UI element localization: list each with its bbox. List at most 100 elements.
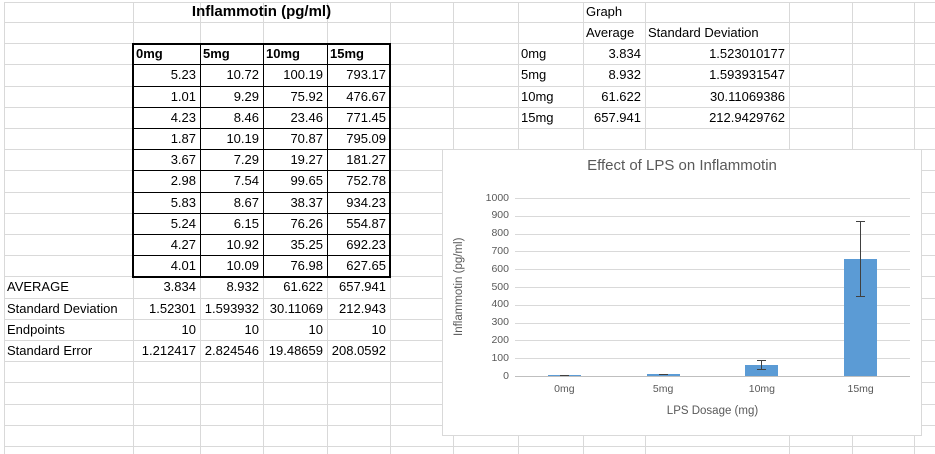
cell-A15[interactable]: Standard Deviation [7, 300, 118, 316]
cell-D4[interactable]: 100.19 [283, 67, 323, 83]
cell-C3[interactable]: 5mg [203, 46, 230, 62]
cell-B15[interactable]: 1.52301 [149, 300, 196, 316]
bar-5mg[interactable] [646, 374, 680, 376]
cell-D11[interactable]: 76.26 [290, 215, 323, 231]
main-table-inner-hline [134, 191, 389, 193]
cell-E3[interactable]: 15mg [330, 46, 364, 62]
cell-C9[interactable]: 7.54 [233, 173, 259, 189]
cell-E10[interactable]: 934.23 [346, 194, 386, 210]
cell-A17[interactable]: Standard Error [7, 343, 93, 358]
error-bar-cap-bottom-10mg [757, 369, 767, 371]
main-table-outer-border [132, 42, 391, 278]
cell-D16[interactable]: 10 [308, 321, 323, 337]
cell-E5[interactable]: 476.67 [346, 88, 386, 104]
cell-B11[interactable]: 5.24 [170, 215, 196, 231]
cell-B17[interactable]: 1.212417 [141, 343, 196, 358]
cell-D15[interactable]: 30.11069 [269, 300, 323, 316]
main-table-inner-vline [200, 44, 201, 276]
cell-J5[interactable]: 30.11069386 [710, 88, 785, 104]
cell-C13[interactable]: 10.09 [226, 258, 259, 274]
cell-H4[interactable]: 5mg [521, 67, 547, 83]
gridline-col [4, 2, 5, 454]
cell-D9[interactable]: 99.65 [290, 173, 323, 189]
cell-E13[interactable]: 627.65 [346, 258, 386, 274]
cell-E15[interactable]: 212.943 [339, 300, 386, 316]
cell-D8[interactable]: 19.27 [290, 152, 323, 168]
gridline-row [4, 2, 935, 3]
cell-E4[interactable]: 793.17 [346, 67, 386, 83]
cell-J2[interactable]: Standard Deviation [648, 25, 759, 40]
cell-C11[interactable]: 6.15 [233, 215, 259, 231]
cell-B16[interactable]: 10 [181, 321, 196, 337]
cell-I2[interactable]: Average [586, 25, 635, 40]
cell-D3[interactable]: 10mg [266, 46, 300, 62]
main-table-inner-hline [134, 85, 389, 87]
cell-H5[interactable]: 10mg [521, 88, 554, 104]
main-table-inner-vline [327, 44, 328, 276]
cell-B9[interactable]: 2.98 [170, 173, 196, 189]
cell-D12[interactable]: 35.25 [290, 237, 323, 252]
cell-C12[interactable]: 10.92 [226, 237, 259, 252]
cell-E17[interactable]: 208.0592 [331, 343, 386, 358]
y-axis-tick-label: 600 [491, 262, 509, 275]
cell-B5[interactable]: 1.01 [170, 88, 196, 104]
cell-I6[interactable]: 657.941 [594, 109, 641, 125]
cell-I3[interactable]: 3.834 [608, 46, 641, 62]
cell-D6[interactable]: 23.46 [290, 109, 323, 125]
cell-C16[interactable]: 10 [244, 321, 259, 337]
chart-x-axis-title: LPS Dosage (mg) [666, 405, 759, 417]
cell-C5[interactable]: 9.29 [233, 88, 259, 104]
cell-B8[interactable]: 3.67 [170, 152, 196, 168]
y-axis-tick-label: 800 [491, 227, 509, 240]
chart-gridline [515, 251, 910, 253]
cell-B14[interactable]: 3.834 [163, 279, 196, 295]
cell-D10[interactable]: 38.37 [290, 194, 323, 210]
cell-A14[interactable]: AVERAGE [7, 279, 69, 295]
cell-I5[interactable]: 61.622 [601, 88, 641, 104]
cell-B13[interactable]: 4.01 [170, 258, 196, 274]
cell-E16[interactable]: 10 [371, 321, 386, 337]
cell-B3[interactable]: 0mg [136, 46, 163, 62]
lps-chart[interactable]: Effect of LPS on Inflammotin Inflammotin… [442, 149, 922, 436]
cell-E14[interactable]: 657.941 [339, 279, 386, 295]
gridline-row [4, 22, 935, 23]
error-bar-cap-top-15mg [856, 220, 866, 222]
chart-gridline [515, 269, 910, 271]
cell-I4[interactable]: 8.932 [608, 67, 641, 83]
cell-I1[interactable]: Graph [586, 4, 623, 19]
cell-E8[interactable]: 181.27 [346, 152, 386, 168]
cell-C8[interactable]: 7.29 [233, 152, 259, 168]
cell-J4[interactable]: 1.593931547 [709, 67, 785, 83]
cell-J6[interactable]: 212.9429762 [709, 109, 785, 125]
chart-gridline [515, 198, 910, 199]
cell-D14[interactable]: 61.622 [283, 279, 323, 295]
cell-B10[interactable]: 5.83 [170, 194, 196, 210]
cell-B7[interactable]: 1.87 [170, 131, 196, 146]
cell-C6[interactable]: 8.46 [233, 109, 259, 125]
cell-E12[interactable]: 692.23 [346, 237, 386, 252]
bar-10mg[interactable] [745, 365, 779, 376]
cell-D5[interactable]: 75.92 [290, 88, 323, 104]
cell-D7[interactable]: 70.87 [290, 131, 323, 146]
x-axis-tick-label: 0mg [554, 383, 575, 395]
cell-C17[interactable]: 2.824546 [204, 343, 259, 358]
cell-C14[interactable]: 8.932 [226, 279, 259, 295]
cell-E9[interactable]: 752.78 [346, 173, 386, 189]
cell-E6[interactable]: 771.45 [346, 109, 386, 125]
cell-J3[interactable]: 1.523010177 [709, 46, 785, 62]
cell-B12[interactable]: 4.27 [170, 237, 196, 252]
cell-A16[interactable]: Endpoints [7, 321, 65, 337]
cell-H3[interactable]: 0mg [521, 46, 547, 62]
cell-C4[interactable]: 10.72 [226, 67, 259, 83]
cell-D17[interactable]: 19.48659 [268, 343, 323, 358]
cell-C7[interactable]: 10.19 [226, 131, 259, 146]
cell-E7[interactable]: 795.09 [346, 131, 386, 146]
cell-E11[interactable]: 554.87 [346, 215, 386, 231]
chart-gridline [515, 304, 910, 306]
cell-H6[interactable]: 15mg [521, 109, 554, 125]
cell-C15[interactable]: 1.593932 [204, 300, 259, 316]
cell-C10[interactable]: 8.67 [233, 194, 259, 210]
cell-B4[interactable]: 5.23 [170, 67, 196, 83]
cell-B6[interactable]: 4.23 [170, 109, 196, 125]
cell-D13[interactable]: 76.98 [290, 258, 323, 274]
